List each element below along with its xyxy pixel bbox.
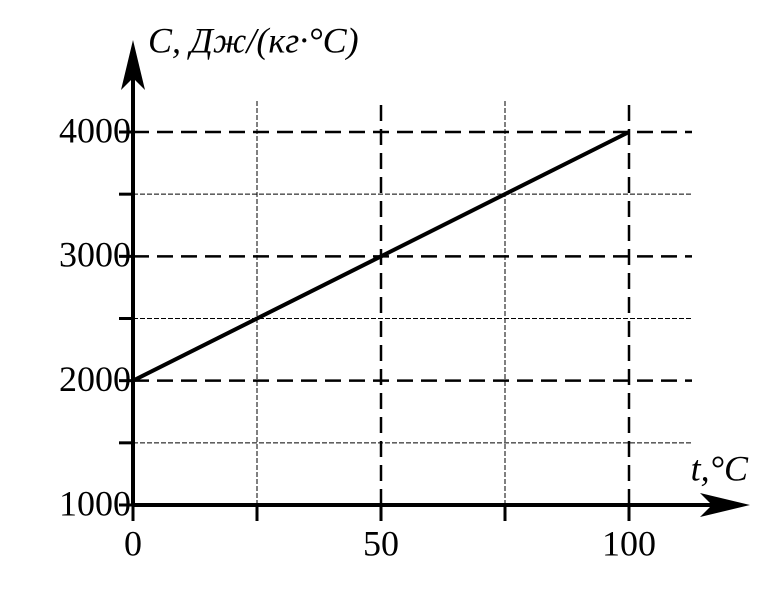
y-axis-arrow [121,40,145,90]
x-tick-label: 100 [602,523,656,563]
x-axis-label: t,°C [691,448,749,488]
x-axis-arrow [700,493,750,517]
x-tick-label: 50 [363,523,399,563]
y-axis-label: C, Дж/(кг·°С) [148,20,359,60]
y-tick-label: 3000 [59,235,131,275]
x-tick-label: 0 [124,523,142,563]
y-tick-label: 1000 [59,483,131,523]
y-tick-label: 4000 [59,110,131,150]
data-line [132,130,630,383]
y-tick-label: 2000 [59,359,131,399]
